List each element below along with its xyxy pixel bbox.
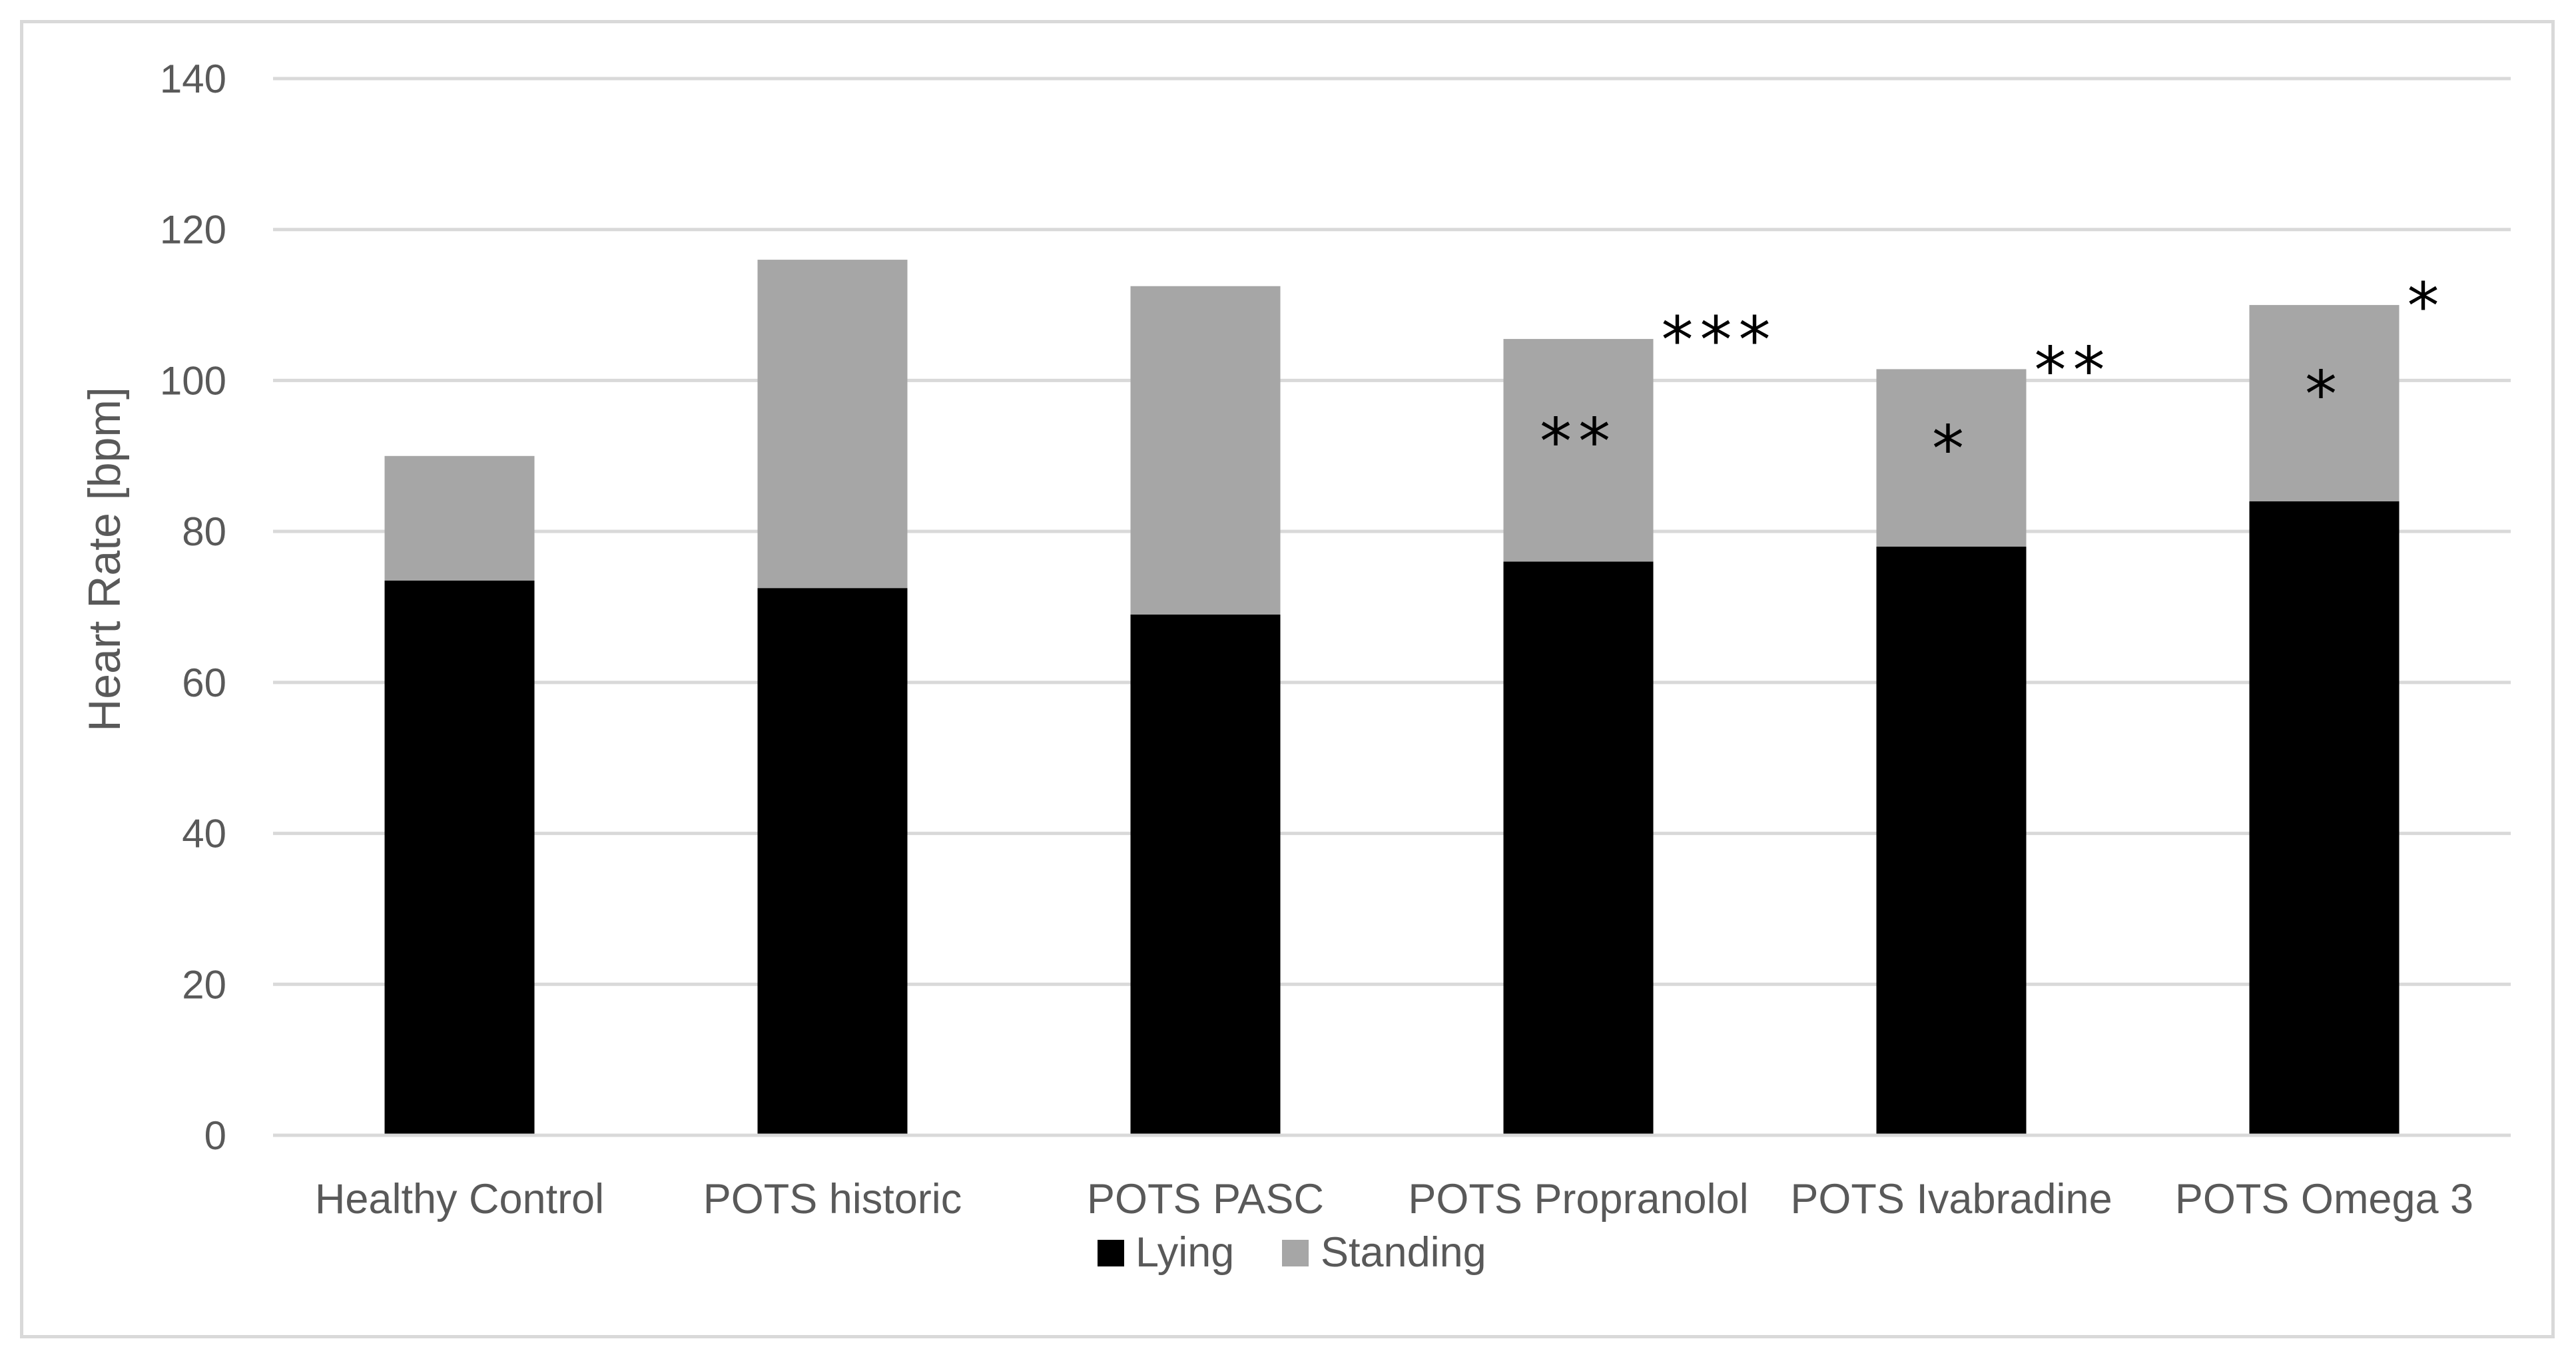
bar-standing <box>1503 339 1654 562</box>
x-tick-label: Healthy Control <box>315 1176 604 1223</box>
significance-marker: * <box>2408 269 2446 344</box>
y-tick-label: 60 <box>182 661 226 705</box>
x-tick-label: POTS Ivabradine <box>1790 1176 2112 1223</box>
x-tick-label: POTS PASC <box>1087 1176 1324 1223</box>
bar-standing <box>2249 305 2400 501</box>
y-tick-label: 80 <box>182 509 226 554</box>
bar-lying <box>1130 614 1281 1135</box>
bar-lying <box>1876 546 2027 1135</box>
y-tick-label: 120 <box>160 208 226 252</box>
significance-marker: * <box>2305 357 2344 431</box>
bar-standing <box>757 260 908 589</box>
bar-standing <box>1876 369 2027 547</box>
y-tick-label: 40 <box>182 812 226 856</box>
legend-label-lying: Lying <box>1135 1229 1234 1276</box>
x-tick-label: POTS historic <box>703 1176 962 1223</box>
significance-marker: ** <box>2035 333 2112 408</box>
significance-marker: * <box>1932 412 1971 487</box>
y-axis-title: Heart Rate [bpm] <box>79 387 130 732</box>
y-tick-label: 140 <box>160 57 226 101</box>
legend-swatch-standing <box>1282 1240 1309 1266</box>
legend-swatch-lying <box>1098 1240 1124 1266</box>
y-tick-label: 100 <box>160 358 226 403</box>
legend-label-standing: Standing <box>1321 1229 1486 1276</box>
significance-marker: *** <box>1662 303 1777 378</box>
x-tick-label: POTS Omega 3 <box>2175 1176 2473 1223</box>
y-tick-label: 20 <box>182 962 226 1007</box>
x-axis: Healthy Control POTS historic POTS PASC POT… <box>273 1133 2511 1223</box>
bar-lying <box>757 588 908 1135</box>
bar-lying <box>1503 561 1654 1135</box>
bar-lying <box>2249 501 2400 1135</box>
significance-marker: ** <box>1540 404 1617 479</box>
bar-lying <box>384 580 535 1135</box>
bars <box>384 260 2400 1135</box>
y-axis-ticks: 0 20 40 60 80 100 120 140 <box>160 57 226 1158</box>
bar-standing <box>1130 286 1281 615</box>
bar-standing <box>384 455 535 581</box>
significance-annotations: ******** ** <box>1540 269 2446 487</box>
y-tick-label: 0 <box>204 1113 226 1158</box>
x-tick-label: POTS Propranolol <box>1408 1176 1748 1223</box>
gridlines <box>273 77 2511 1137</box>
legend: Lying Standing <box>1098 1229 1486 1276</box>
